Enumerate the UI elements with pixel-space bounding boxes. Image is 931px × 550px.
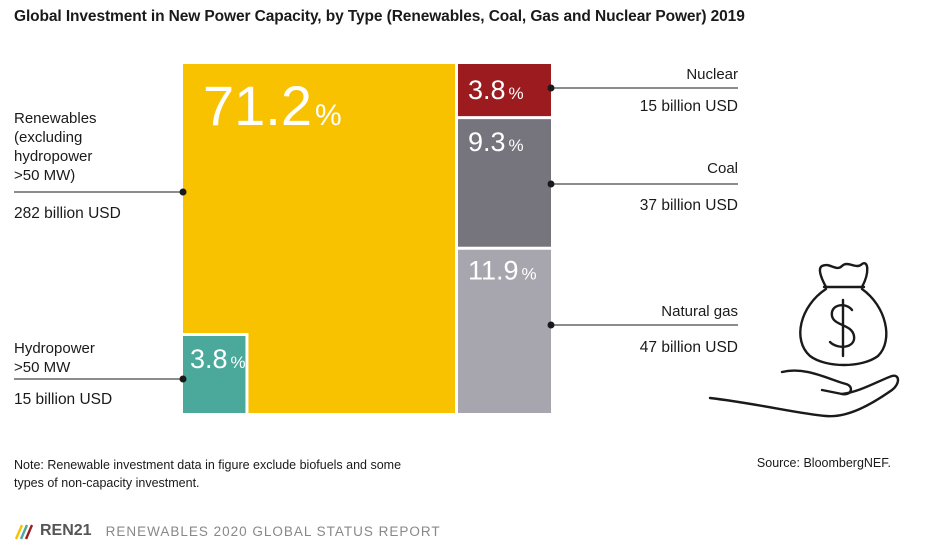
ren21-logo-icon <box>14 524 34 540</box>
value-label-renewables: 71.2% <box>203 74 342 137</box>
footer: REN21 RENEWABLES 2020 GLOBAL STATUS REPO… <box>14 520 441 542</box>
bag-body-icon <box>799 287 888 367</box>
hand-thumb-icon <box>780 369 853 396</box>
category-label-hydropower: >50 MW <box>14 359 71 376</box>
value-label-nuclear: 3.8% <box>468 75 524 105</box>
tile-hydropower <box>183 336 246 413</box>
chart-note: Note: Renewable investment data in figur… <box>14 458 402 490</box>
leader-dot-coal <box>547 180 555 188</box>
category-label-gas: Natural gas <box>661 303 738 320</box>
category-label-renewables: Renewables <box>14 110 97 127</box>
leader-dot-renewables <box>179 188 187 196</box>
bag-top-icon <box>818 262 869 289</box>
category-label-nuclear: Nuclear <box>686 66 738 83</box>
hand-palm-icon <box>708 374 900 418</box>
tile-coal <box>458 119 551 247</box>
tile-gas <box>458 249 551 413</box>
chart-source: Source: BloombergNEF. <box>756 456 891 470</box>
footer-report-title: RENEWABLES 2020 GLOBAL STATUS REPORT <box>105 523 441 539</box>
chart-title: Global Investment in New Power Capacity,… <box>14 8 745 25</box>
value-label-hydropower: 3.8% <box>190 344 246 374</box>
money-bag-hand-icon <box>708 262 900 418</box>
leader-dot-nuclear <box>547 84 555 92</box>
leader-dot-hydropower <box>179 375 187 383</box>
value-label-coal: 9.3% <box>468 127 524 157</box>
category-label-renewables: (excluding <box>14 129 82 146</box>
amount-label-coal: 37 billion USD <box>640 197 738 214</box>
amount-label-gas: 47 billion USD <box>640 339 738 356</box>
category-label-renewables: hydropower <box>14 148 92 165</box>
category-label-renewables: >50 MW) <box>14 167 75 184</box>
amount-label-hydropower: 15 billion USD <box>14 391 112 408</box>
amount-label-renewables: 282 billion USD <box>14 205 121 222</box>
amount-label-nuclear: 15 billion USD <box>640 98 738 115</box>
category-label-hydropower: Hydropower <box>14 340 95 357</box>
value-label-gas: 11.9% <box>468 256 537 286</box>
tile-nuclear <box>458 64 551 117</box>
footer-brand: REN21 <box>40 522 92 539</box>
category-label-coal: Coal <box>707 160 738 177</box>
leader-dot-gas <box>547 321 555 329</box>
